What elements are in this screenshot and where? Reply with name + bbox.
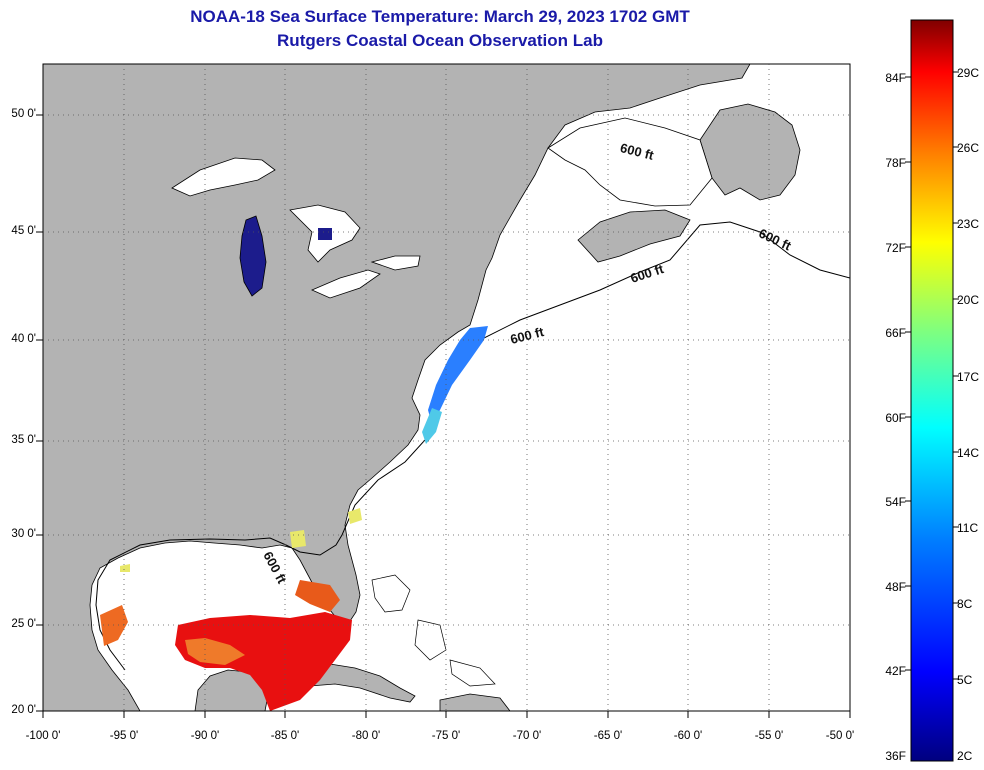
- sst-cold-shelf: [428, 326, 488, 425]
- colorbar-c-label: 5C: [957, 673, 973, 687]
- lat-label-30: 30 0': [11, 528, 36, 540]
- colorbar-c-label: 17C: [957, 370, 980, 384]
- lake-erie: [311, 269, 381, 299]
- colorbar-f-label: 66F: [885, 326, 906, 340]
- gulf-st-lawrence: [547, 117, 713, 207]
- lat-label-45: 45 0': [11, 225, 36, 237]
- maritimes-land: [577, 209, 691, 263]
- lon-label-50: -50 0': [825, 730, 855, 742]
- north-america-land: [43, 64, 751, 711]
- sst-caribbean-orange: [185, 638, 245, 665]
- hispaniola-land: [439, 693, 511, 711]
- lake-ontario: [370, 255, 421, 271]
- lat-label-35: 35 0': [11, 434, 36, 446]
- colorbar-c-label: 14C: [957, 446, 980, 460]
- colorbar-ticks: [905, 71, 959, 680]
- colorbar-c-label: 26C: [957, 141, 980, 155]
- lon-label-60: -60 0': [673, 730, 703, 742]
- bahamas-shoals: [371, 574, 496, 687]
- lon-label-100: -100 0': [25, 730, 61, 742]
- lake-michigan: [239, 215, 267, 297]
- contour-600ft: [95, 221, 850, 671]
- map-title: NOAA-18 Sea Surface Temperature: March 2…: [190, 7, 690, 26]
- lon-label-80: -80 0': [351, 730, 381, 742]
- colorbar-f-label: 54F: [885, 495, 906, 509]
- colorbar-c-label: 29C: [957, 66, 980, 80]
- sst-gulf-west: [100, 605, 128, 646]
- map-subtitle: Rutgers Coastal Ocean Observation Lab: [277, 31, 603, 50]
- lon-label-65: -65 0': [593, 730, 623, 742]
- colorbar-gradient: [910, 19, 954, 762]
- colorbar-f-label: 84F: [885, 71, 906, 85]
- axis-ticks: [36, 114, 851, 718]
- lat-label-20: 20 0': [11, 704, 36, 716]
- colorbar-f-label: 36F: [885, 749, 906, 763]
- colorbar-c-label: 11C: [957, 521, 979, 535]
- lon-label-55: -55 0': [754, 730, 784, 742]
- colorbar-f-label: 72F: [885, 241, 906, 255]
- colorbar-f-label: 60F: [885, 411, 906, 425]
- lake-huron-cold: [318, 228, 332, 240]
- sst-gulf-warm: [295, 580, 340, 612]
- colorbar-f-label: 48F: [885, 580, 906, 594]
- colorbar-f-label: 42F: [885, 664, 906, 678]
- lat-label-40: 40 0': [11, 333, 36, 345]
- colorbar-c-label: 8C: [957, 597, 973, 611]
- lon-label-75: -75 0': [431, 730, 461, 742]
- lon-label-70: -70 0': [512, 730, 542, 742]
- sst-caribbean-hot: [175, 612, 352, 711]
- lon-label-85: -85 0': [270, 730, 300, 742]
- lake-superior: [171, 157, 276, 197]
- colorbar-f-label: 78F: [885, 156, 906, 170]
- colorbar-c-label: 2C: [957, 749, 973, 763]
- newfoundland-land: [699, 103, 801, 201]
- lon-label-95: -95 0': [109, 730, 139, 742]
- colorbar-c-label: 20C: [957, 293, 980, 307]
- colorbar-c-label: 23C: [957, 217, 980, 231]
- lat-label-25: 25 0': [11, 618, 36, 630]
- lat-label-50: 50 0': [11, 108, 36, 120]
- lon-label-90: -90 0': [190, 730, 220, 742]
- sst-cool-strip: [422, 408, 442, 444]
